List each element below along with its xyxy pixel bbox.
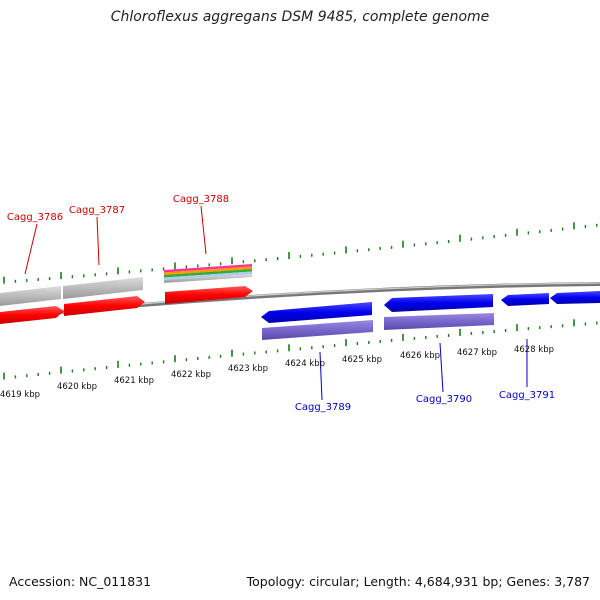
cds-arrow-next[interactable] xyxy=(550,291,600,304)
tick-label: 4621 kbp xyxy=(114,376,154,386)
leader-3789 xyxy=(319,351,323,401)
leader-3788 xyxy=(200,205,207,255)
tick-label: 4625 kbp xyxy=(342,355,382,365)
gene-label-3787[interactable]: Cagg_3787 xyxy=(69,205,125,216)
gene-bar-3787[interactable] xyxy=(63,277,143,299)
gene-bar-3790[interactable] xyxy=(384,313,494,330)
tick-label: 4627 kbp xyxy=(457,348,497,358)
cds-arrow-3791[interactable] xyxy=(501,293,549,306)
leader-3787 xyxy=(96,216,100,266)
gene-bar-3786[interactable] xyxy=(0,286,61,306)
tick-label: 4623 kbp xyxy=(228,364,268,374)
tick-label: 4622 kbp xyxy=(171,370,211,380)
cds-arrow-3790[interactable] xyxy=(384,294,493,312)
outer-tick-row xyxy=(3,222,598,284)
leader-3790 xyxy=(439,342,444,393)
cds-arrow-3789[interactable] xyxy=(261,302,372,323)
accession-text: Accession: NC_011831 xyxy=(9,574,152,589)
cds-arrow-3787[interactable] xyxy=(64,296,145,316)
map-title: Chloroflexus aggregans DSM 9485, complet… xyxy=(110,9,490,25)
tick-label: 4628 kbp xyxy=(514,345,554,355)
gene-label-3786[interactable]: Cagg_3786 xyxy=(7,212,63,223)
leader-3786 xyxy=(24,223,38,275)
tick-label: 4620 kbp xyxy=(57,382,97,392)
tick-label: 4626 kbp xyxy=(400,351,440,361)
genome-summary-text: Topology: circular; Length: 4,684,931 bp… xyxy=(246,574,590,589)
gene-label-3789[interactable]: Cagg_3789 xyxy=(295,402,351,413)
gene-label-3791[interactable]: Cagg_3791 xyxy=(499,390,555,401)
inner-tick-row xyxy=(3,319,598,380)
tick-label: 4619 kbp xyxy=(0,390,40,400)
tick-label: 4624 kbp xyxy=(285,359,325,369)
gene-label-3790[interactable]: Cagg_3790 xyxy=(416,394,472,405)
cds-arrow-3788[interactable] xyxy=(165,286,253,304)
cds-arrow-3786[interactable] xyxy=(0,306,64,324)
gene-bar-3789[interactable] xyxy=(262,320,373,340)
gene-label-3788[interactable]: Cagg_3788 xyxy=(173,194,229,205)
feature-stripes-3788[interactable] xyxy=(164,264,252,283)
